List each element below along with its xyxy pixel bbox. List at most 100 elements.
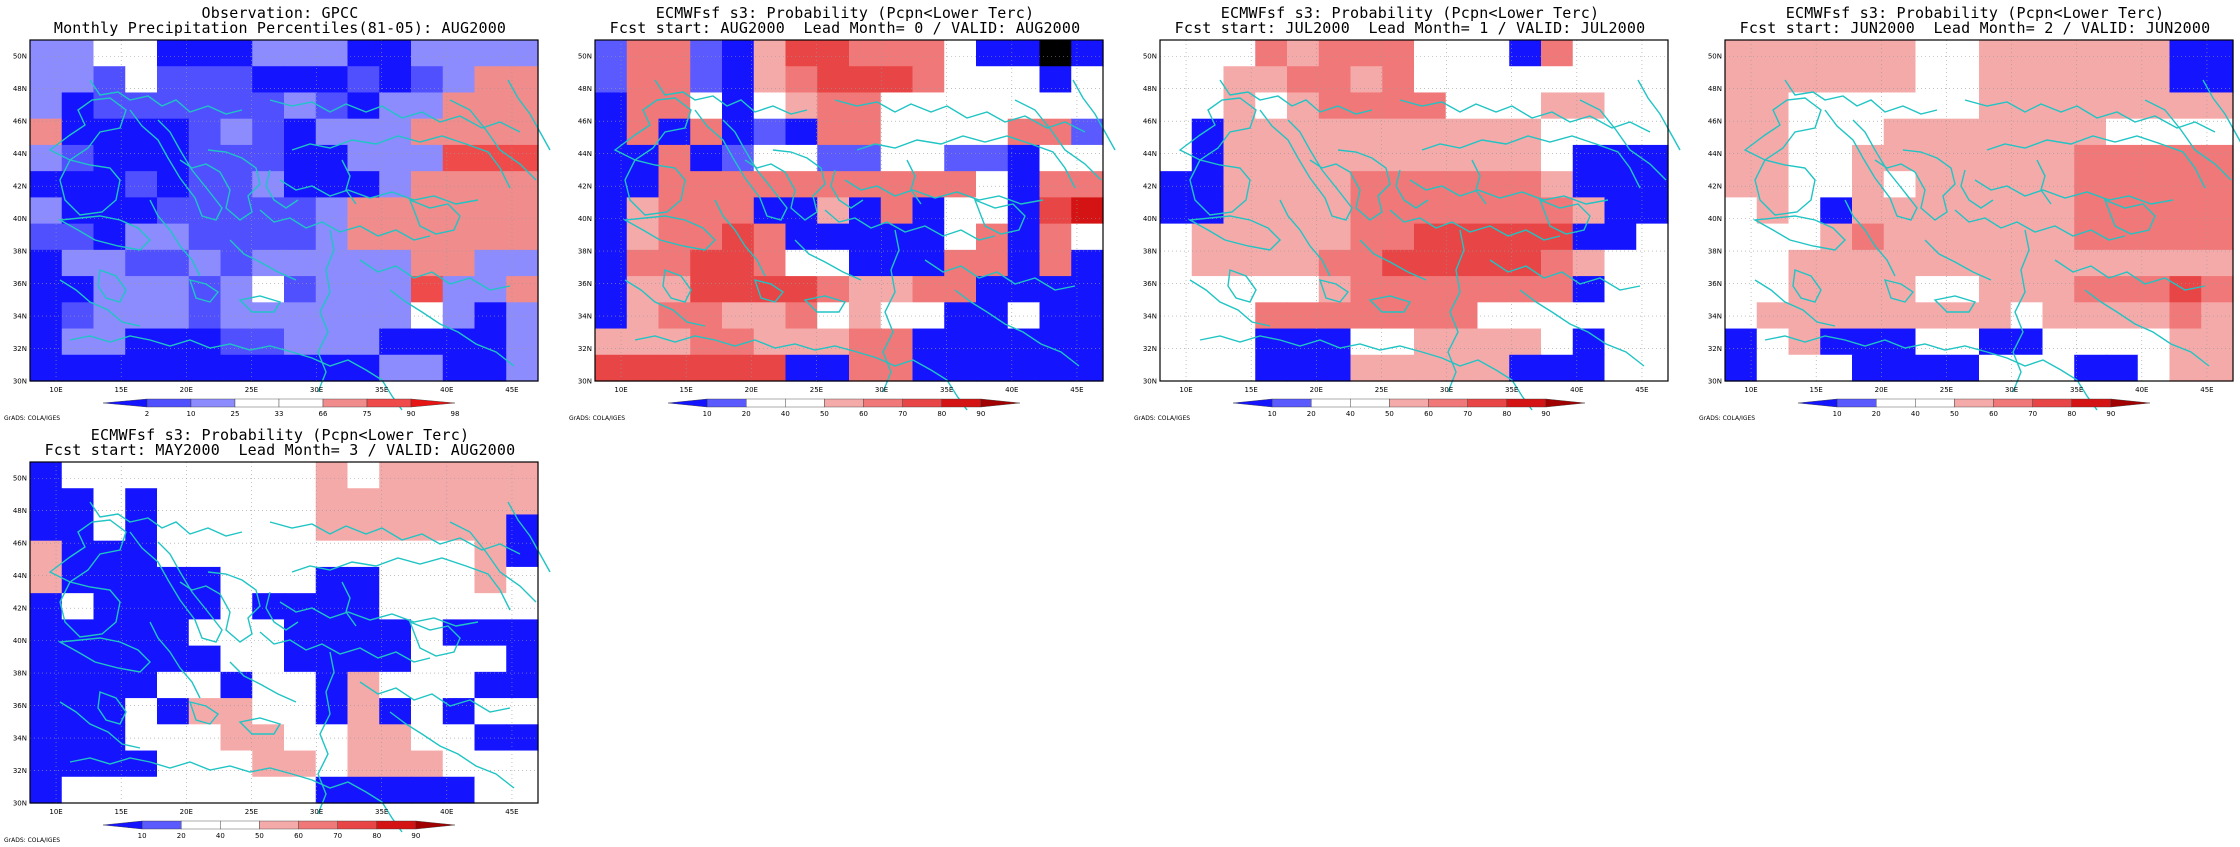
- heatmap-cell: [595, 118, 628, 146]
- heatmap-cell: [1318, 40, 1352, 67]
- x-tick-label: 45E: [505, 808, 518, 816]
- heatmap-cell: [976, 40, 1009, 67]
- heatmap-cell: [1477, 144, 1510, 172]
- heatmap-cell: [2169, 92, 2202, 120]
- x-tick-label: 40E: [440, 386, 453, 394]
- heatmap-cell: [347, 462, 380, 489]
- coastline: [1447, 229, 1465, 393]
- heatmap-cell: [2106, 328, 2139, 356]
- heatmap-cell: [1756, 302, 1790, 330]
- heatmap-cell: [912, 276, 945, 303]
- heatmap-cell: [849, 92, 882, 120]
- heatmap-cell: [157, 40, 190, 67]
- colorbar-segment: [863, 398, 903, 408]
- heatmap-cell: [1636, 118, 1669, 146]
- heatmap-cell: [2010, 328, 2044, 356]
- heatmap-cell: [912, 118, 945, 146]
- heatmap-cell: [61, 593, 95, 620]
- heatmap-cell: [1788, 302, 1821, 330]
- heatmap-cell: [849, 171, 882, 198]
- grads-footer: GrADS: COLA/IGES: [1134, 415, 1190, 422]
- heatmap-cell: [220, 144, 253, 172]
- heatmap-cell: [125, 593, 158, 620]
- heatmap-cell: [506, 354, 539, 382]
- coastline: [389, 711, 515, 789]
- coastline: [229, 239, 297, 281]
- heatmap-cell: [658, 249, 691, 277]
- heatmap-cell: [785, 66, 818, 94]
- heatmap-cell: [411, 276, 444, 303]
- heatmap-cell: [284, 354, 317, 382]
- heatmap-cell: [220, 197, 253, 225]
- colorbar: 10 20 40 50 60 70 80 90: [102, 820, 456, 840]
- chart-plot: 10E 15E 20E 25E 30E 35E 40E 45E 30N 32N 34N 36N 38N 4…: [4, 461, 551, 844]
- colorbar-segment: [902, 398, 942, 408]
- colorbar-segment: [278, 398, 324, 408]
- y-tick-label: 36N: [578, 280, 592, 288]
- heatmap-cell: [1915, 66, 1948, 94]
- heatmap-cell: [379, 144, 412, 172]
- heatmap-cell: [284, 724, 317, 752]
- heatmap-cell: [1445, 276, 1479, 303]
- heatmap-cell: [753, 66, 787, 94]
- heatmap-cell: [188, 354, 222, 382]
- heatmap-cell: [849, 223, 882, 251]
- heatmap-cell: [1477, 118, 1510, 146]
- fcst-lead0-panel: ECMWFsf s3: Probability (Pcpn<Lower Terc…: [565, 0, 1125, 425]
- heatmap-cell: [880, 40, 914, 67]
- heatmap-cell: [944, 66, 977, 94]
- x-tick-label: 35E: [2070, 386, 2083, 394]
- coastline: [129, 109, 223, 221]
- heatmap-cell: [30, 223, 63, 251]
- colorbar-label: 60: [859, 410, 868, 418]
- coastline: [2012, 229, 2030, 393]
- heatmap-cell: [1477, 66, 1510, 94]
- heatmap-cell: [30, 118, 63, 146]
- heatmap-cell: [2169, 249, 2202, 277]
- heatmap-cell: [1572, 276, 1606, 303]
- colorbar-segment: [1467, 398, 1507, 408]
- heatmap-cell: [474, 593, 507, 620]
- heatmap-cell: [1160, 328, 1193, 356]
- y-tick-label: 40N: [1708, 215, 1722, 223]
- heatmap-cell: [1756, 66, 1790, 94]
- heatmap-cell: [658, 302, 691, 330]
- coastline: [1784, 79, 1938, 115]
- heatmap-cell: [1572, 302, 1606, 330]
- heatmap-cell: [1604, 223, 1637, 251]
- colorbar-segment: [298, 820, 338, 830]
- heatmap-cell: [753, 354, 787, 382]
- heatmap-cell: [30, 354, 63, 382]
- heatmap-cell: [1725, 276, 1758, 303]
- heatmap-cell: [30, 171, 63, 198]
- heatmap-cell: [252, 750, 285, 778]
- heatmap-cell: [976, 249, 1009, 277]
- heatmap-cell: [595, 66, 628, 94]
- heatmap-cell: [315, 462, 349, 489]
- heatmap-cell: [188, 40, 222, 67]
- colorbar-label: 40: [781, 410, 790, 418]
- heatmap-cell: [1414, 354, 1447, 382]
- heatmap-cell: [125, 276, 158, 303]
- heatmap-cells: [30, 40, 539, 382]
- heatmap-cell: [1160, 40, 1193, 67]
- heatmap-cell: [379, 698, 412, 725]
- heatmap-cell: [1541, 66, 1574, 94]
- heatmap-cell: [690, 276, 723, 303]
- heatmap-cell: [2169, 171, 2202, 198]
- heatmap-cell: [1071, 223, 1104, 251]
- heatmap-cell: [1636, 197, 1669, 225]
- heatmap-cell: [93, 302, 126, 330]
- heatmap-cell: [220, 724, 253, 752]
- coastline: [744, 149, 826, 221]
- heatmap-cell: [2010, 276, 2044, 303]
- coastline: [408, 198, 461, 235]
- y-tick-label: 34N: [13, 313, 27, 321]
- heatmap-cell: [61, 671, 95, 699]
- heatmap-cell: [880, 144, 914, 172]
- heatmap-cell: [2137, 276, 2171, 303]
- heatmap-cell: [30, 750, 63, 778]
- coastline: [59, 701, 141, 749]
- colorbar-label: 80: [2067, 410, 2076, 418]
- heatmap-cell: [61, 276, 95, 303]
